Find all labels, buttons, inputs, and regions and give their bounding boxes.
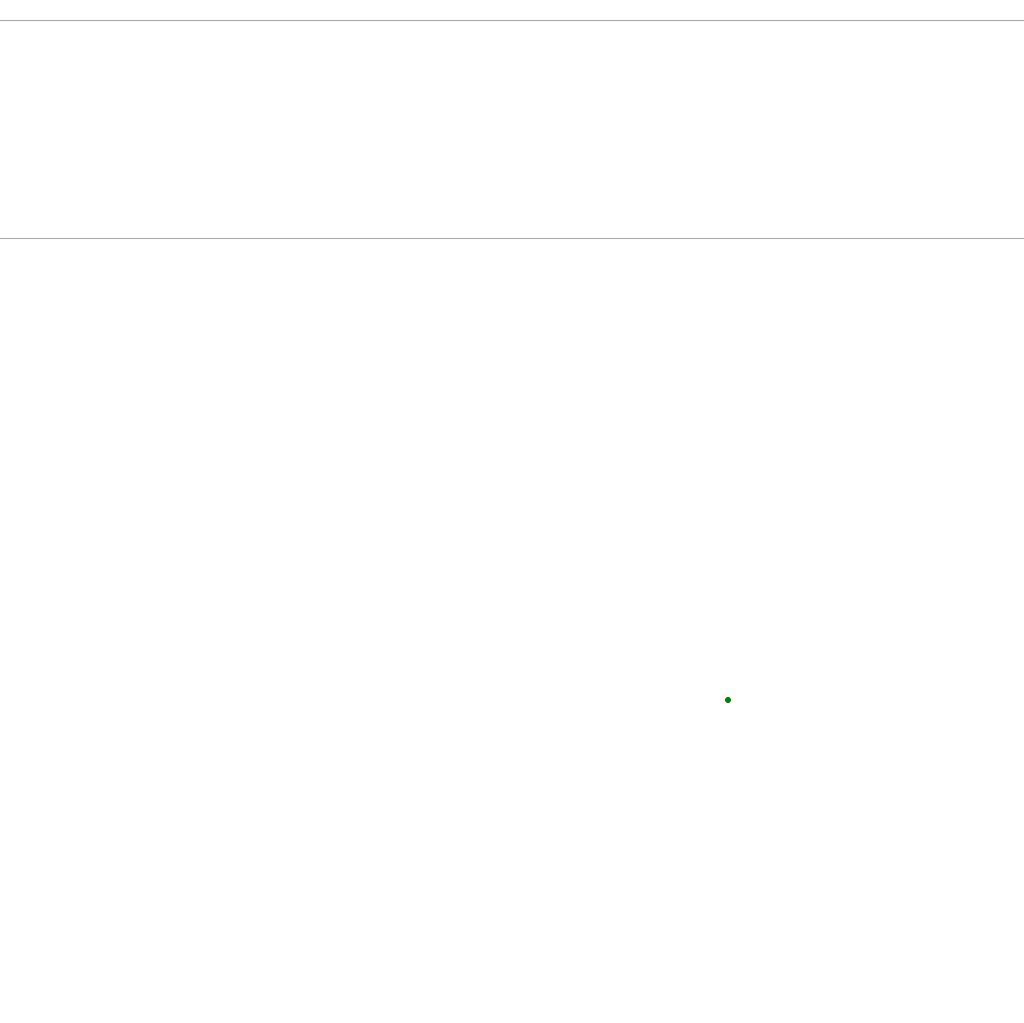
FancyBboxPatch shape <box>0 237 1024 1023</box>
Text: plates: plates <box>840 862 877 875</box>
Circle shape <box>255 633 415 793</box>
Text: e: e <box>636 754 644 767</box>
Text: j  out of the page: j out of the page <box>743 690 851 703</box>
Text: ΔV: ΔV <box>228 698 242 708</box>
Text: plates. The coils are oriented so they both produce magnetic fields into the pag: plates. The coils are oriented so they b… <box>5 192 547 206</box>
Text: m/s: m/s <box>140 972 164 985</box>
Text: Coil: Coil <box>314 801 336 814</box>
Text: Filament: Filament <box>521 704 569 714</box>
Text: b: b <box>670 673 677 686</box>
Text: A potential difference ΔV: A potential difference ΔV <box>5 132 172 145</box>
Text: g: g <box>589 707 597 719</box>
Circle shape <box>718 706 738 726</box>
Text: turns. The average radius of the coil is: turns. The average radius of the coil is <box>182 1000 449 1014</box>
Text: magnetic field, which is small.): magnetic field, which is small.) <box>5 934 212 946</box>
Circle shape <box>718 690 738 710</box>
Text: end of the tube. When the metal filament gets very hot, electrons occasionally: end of the tube. When the metal filament… <box>5 42 532 55</box>
FancyBboxPatch shape <box>807 838 820 923</box>
Text: def: def <box>243 701 255 710</box>
Text: B: B <box>778 833 785 843</box>
Text: A: A <box>806 833 814 843</box>
Text: cm. The distance from the center of one coil to the electron beam is: cm. The distance from the center of one … <box>400 1000 865 1014</box>
Text: Coil: Coil <box>679 986 701 999</box>
Text: the diagram.: the diagram. <box>5 86 91 98</box>
Text: def: def <box>345 854 359 863</box>
FancyBboxPatch shape <box>285 683 385 688</box>
Text: If a current runs through the coils, there will be a magnetic field in the regio: If a current runs through the coils, the… <box>5 903 1024 917</box>
Text: C: C <box>387 683 394 693</box>
Text: is not zero, the electron beam is deflected downward, following the path indicat: is not zero, the electron beam is deflec… <box>115 866 942 879</box>
Text: ---Select--- v: ---Select--- v <box>828 879 901 892</box>
Text: The electrons pass through a hole in plate: The electrons pass through a hole in pla… <box>5 103 292 116</box>
Text: B: B <box>821 964 830 977</box>
Text: v =: v = <box>5 979 28 991</box>
Text: A: A <box>211 818 220 831</box>
Text: 6: 6 <box>393 1000 402 1014</box>
Text: D: D <box>437 118 447 130</box>
Polygon shape <box>685 833 770 860</box>
Circle shape <box>725 697 731 703</box>
FancyBboxPatch shape <box>285 738 385 743</box>
Text: 3.2: 3.2 <box>311 964 335 977</box>
Text: def: def <box>97 869 112 878</box>
Text: Accelerating: Accelerating <box>840 848 913 861</box>
FancyBboxPatch shape <box>0 20 1024 1023</box>
Text: B: B <box>451 749 458 759</box>
Text: .: . <box>445 118 450 130</box>
FancyBboxPatch shape <box>500 705 516 721</box>
FancyBboxPatch shape <box>472 683 480 743</box>
Text: ?: ? <box>829 964 836 977</box>
Text: In front of and in back of the glass sphere are two coils, through which current: In front of and in back of the glass sph… <box>5 164 529 177</box>
Text: can be applied across these plates, to deflect the: can be applied across these plates, to d… <box>167 132 502 145</box>
Text: acc: acc <box>204 74 219 83</box>
Text: B: B <box>236 818 245 831</box>
Text: m  zero magnitude: m zero magnitude <box>743 723 861 737</box>
FancyBboxPatch shape <box>779 838 792 923</box>
Text: runs through the coils, what is the magnitude of the magnetic field at a locatio: runs through the coils, what is the magn… <box>5 1016 1024 1023</box>
Text: and: and <box>415 71 449 84</box>
Text: Which of the accelerating plates,: Which of the accelerating plates, <box>5 818 230 831</box>
Text: k  into the page: k into the page <box>743 706 842 718</box>
Text: B: B <box>437 71 446 84</box>
Text: , is zero, the electrons in the beam travel in a straight line, as indicated on : , is zero, the electrons in the beam tra… <box>362 851 1024 864</box>
FancyBboxPatch shape <box>450 683 458 743</box>
Ellipse shape <box>615 773 845 983</box>
Text: d: d <box>670 740 678 753</box>
Text: ---Select--- v: ---Select--- v <box>196 927 269 940</box>
Text: D: D <box>387 738 395 748</box>
Text: f: f <box>604 740 609 753</box>
Text: below, is an evacuated glass tube. A current runs through a filament at the righ: below, is an evacuated glass tube. A cur… <box>5 28 544 41</box>
Text: C: C <box>408 118 417 130</box>
Text: and: and <box>416 118 450 130</box>
Text: they pass between the two horizontal metal "deflection" plates labelled: they pass between the two horizontal met… <box>5 118 488 130</box>
Text: across the metal plates labelled: across the metal plates labelled <box>221 71 443 84</box>
Text: acc: acc <box>472 663 486 672</box>
Text: 3: 3 <box>719 1000 728 1014</box>
Text: D: D <box>711 896 719 906</box>
Text: c: c <box>684 707 691 719</box>
Text: C: C <box>711 836 719 846</box>
Text: ΔV: ΔV <box>458 660 473 670</box>
Polygon shape <box>685 878 770 905</box>
Text: def: def <box>150 135 164 144</box>
Text: and enter the glass sphere. There: and enter the glass sphere. There <box>261 103 492 116</box>
Text: B: B <box>253 103 262 116</box>
Text: 320: 320 <box>159 1000 186 1014</box>
Text: Deflection plates: Deflection plates <box>725 986 825 999</box>
Text: can be run to produce a magnetic field in the region between the deflection: can be run to produce a magnetic field i… <box>5 178 514 191</box>
Text: cm. If a current of: cm. If a current of <box>726 1000 854 1014</box>
Text: in: in <box>445 71 462 84</box>
Text: However, if ΔV: However, if ΔV <box>5 866 103 879</box>
Text: amperes: amperes <box>856 1000 919 1014</box>
Text: Each of the two coils has: Each of the two coils has <box>5 1000 175 1014</box>
Text: or: or <box>219 818 241 831</box>
Text: 0: 0 <box>722 725 730 739</box>
Text: , has a positive charge?: , has a positive charge? <box>244 818 402 831</box>
Text: If the beam follows the dashed red path, which of the arrows (a-m) above best in: If the beam follows the dashed red path,… <box>5 886 1024 898</box>
Text: applying a potential difference ΔV: applying a potential difference ΔV <box>5 71 233 84</box>
Text: the region between the plates, which arrow (a-m) best indicates the direction of: the region between the plates, which arr… <box>5 919 1024 932</box>
Text: The accelerating potential difference is measured to be: The accelerating potential difference is… <box>5 964 381 977</box>
Text: ---Select--- v: ---Select--- v <box>8 827 81 840</box>
